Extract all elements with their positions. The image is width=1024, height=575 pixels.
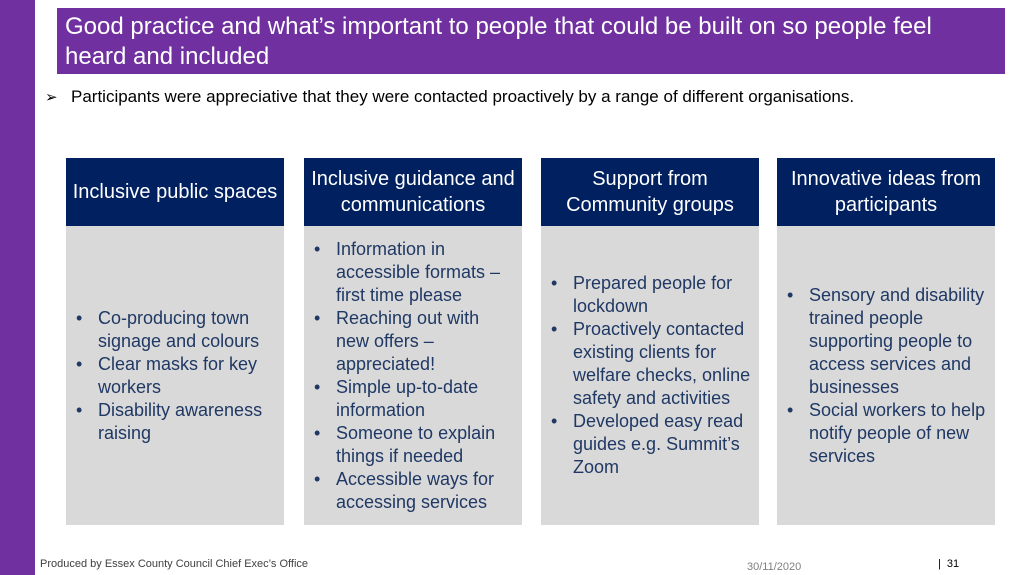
list-item: Proactively contacted existing clients f… bbox=[549, 318, 753, 410]
card-body: Information in accessible formats – firs… bbox=[304, 226, 522, 525]
list-item: Disability awareness raising bbox=[74, 399, 278, 445]
card-heading: Support from Community groups bbox=[541, 158, 759, 226]
footer-credit: Produced by Essex County Council Chief E… bbox=[40, 558, 309, 570]
footer-separator: | bbox=[938, 558, 941, 570]
card-inclusive-public-spaces: Inclusive public spaces Co-producing tow… bbox=[66, 158, 284, 525]
arrow-bullet-icon: ➢ bbox=[45, 89, 58, 106]
list-item: Social workers to help notify people of … bbox=[785, 399, 989, 468]
card-innovative-ideas: Innovative ideas from participants Senso… bbox=[777, 158, 995, 525]
footer-page: | 31 bbox=[938, 558, 959, 570]
bullet-list: Information in accessible formats – firs… bbox=[312, 238, 516, 514]
card-body: Sensory and disability trained people su… bbox=[777, 226, 995, 525]
list-item: Accessible ways for accessing services bbox=[312, 468, 516, 514]
card-heading: Inclusive public spaces bbox=[66, 158, 284, 226]
left-accent-bar bbox=[0, 0, 35, 575]
list-item: Prepared people for lockdown bbox=[549, 272, 753, 318]
card-heading: Inclusive guidance and communications bbox=[304, 158, 522, 226]
list-item: Simple up-to-date information bbox=[312, 376, 516, 422]
title-banner: Good practice and what’s important to pe… bbox=[57, 8, 1005, 74]
card-body: Prepared people for lockdown Proactively… bbox=[541, 226, 759, 525]
bullet-list: Prepared people for lockdown Proactively… bbox=[549, 272, 753, 479]
list-item: Developed easy read guides e.g. Summit’s… bbox=[549, 410, 753, 479]
card-body: Co-producing town signage and colours Cl… bbox=[66, 226, 284, 525]
card-community-groups: Support from Community groups Prepared p… bbox=[541, 158, 759, 525]
list-item: Clear masks for key workers bbox=[74, 353, 278, 399]
card-heading: Innovative ideas from participants bbox=[777, 158, 995, 226]
intro-statement: ➢ Participants were appreciative that the… bbox=[45, 86, 1005, 109]
bullet-list: Co-producing town signage and colours Cl… bbox=[74, 307, 278, 445]
intro-text: Participants were appreciative that they… bbox=[71, 87, 855, 106]
bullet-list: Sensory and disability trained people su… bbox=[785, 284, 989, 468]
list-item: Information in accessible formats – firs… bbox=[312, 238, 516, 307]
page-number: 31 bbox=[946, 558, 960, 570]
list-item: Someone to explain things if needed bbox=[312, 422, 516, 468]
list-item: Sensory and disability trained people su… bbox=[785, 284, 989, 399]
page-title: Good practice and what’s important to pe… bbox=[65, 13, 932, 70]
card-inclusive-guidance: Inclusive guidance and communications In… bbox=[304, 158, 522, 525]
list-item: Co-producing town signage and colours bbox=[74, 307, 278, 353]
list-item: Reaching out with new offers – appreciat… bbox=[312, 307, 516, 376]
footer-date: 30/11/2020 bbox=[747, 561, 802, 573]
